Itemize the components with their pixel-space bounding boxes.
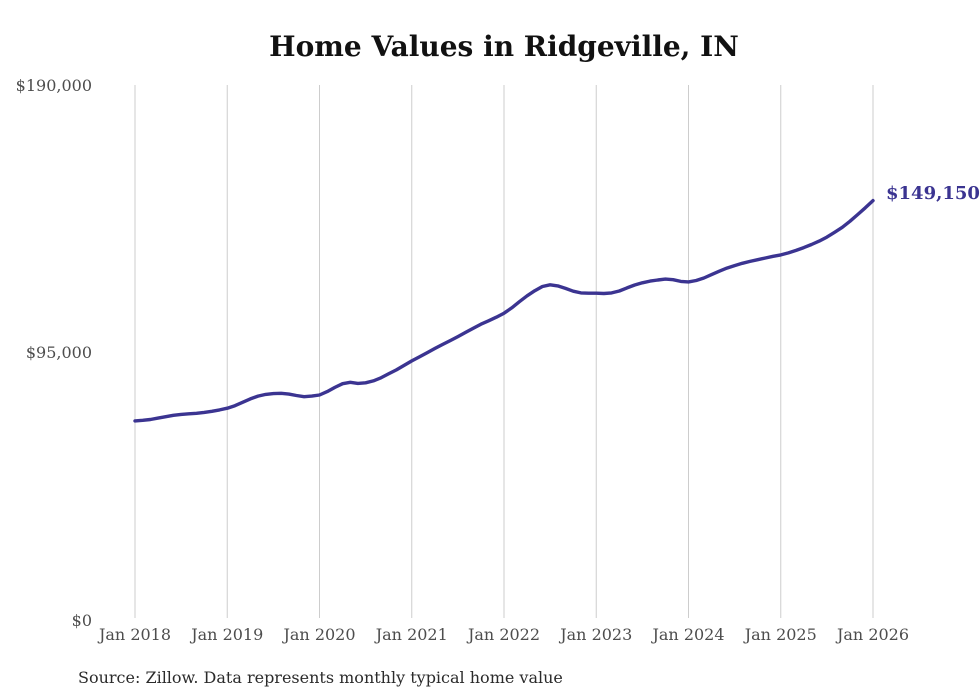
x-tick-label: Jan 2020 (283, 625, 356, 644)
source-note: Source: Zillow. Data represents monthly … (78, 668, 563, 687)
y-tick-label: $95,000 (25, 343, 92, 363)
x-tick-label: Jan 2021 (375, 625, 448, 644)
x-tick-label: Jan 2018 (98, 625, 172, 644)
chart-title: Home Values in Ridgeville, IN (269, 30, 739, 63)
x-tick-label: Jan 2026 (836, 625, 910, 644)
current-value-label: $149,150 (886, 183, 980, 204)
home-value-line (133, 198, 875, 423)
y-tick-label: $0 (71, 611, 92, 630)
x-tick-label: Jan 2019 (191, 625, 264, 644)
x-tick-label: Jan 2022 (467, 625, 541, 644)
x-tick-label: Jan 2025 (744, 625, 817, 644)
y-tick-label: $190,000 (15, 75, 92, 95)
x-tick-label: Jan 2024 (652, 625, 725, 644)
x-tick-label: Jan 2023 (560, 625, 633, 644)
